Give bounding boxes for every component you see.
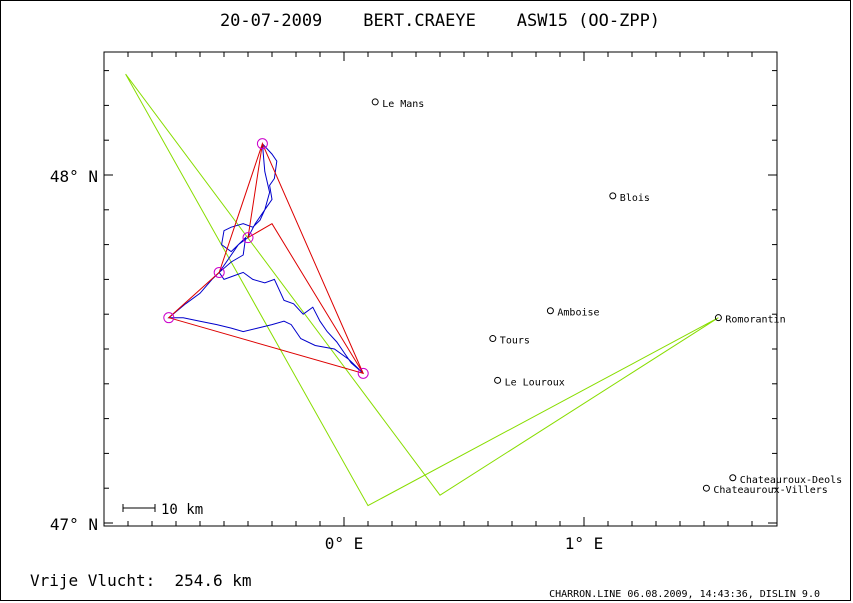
y-label-48: 48° N — [50, 167, 98, 186]
town-circle — [489, 335, 497, 343]
town-marker: Le Mans — [371, 98, 424, 110]
task-route-layer — [167, 141, 365, 375]
town-marker: Le Louroux — [494, 376, 565, 388]
town-circle — [494, 376, 502, 384]
town-layer: Le Mans Blois Amboise Tours Le Louroux Romora… — [371, 98, 842, 496]
y-label-47: 47° N — [50, 515, 98, 534]
town-circle — [714, 314, 722, 322]
flight-line-layer — [125, 73, 719, 507]
scale-bar-label: 10 km — [161, 502, 203, 518]
town-marker: Amboise — [546, 307, 600, 319]
turnpoint-marker — [357, 367, 369, 379]
turnpoint-marker — [256, 138, 268, 150]
plot-area — [103, 51, 778, 527]
town-label: Chateauroux-Villers — [713, 485, 827, 496]
map-title: 20-07-2009 BERT.CRAEYE ASW15 (OO-ZPP) — [220, 11, 660, 31]
free-flight-distance: Vrije Vlucht: 254.6 km — [30, 571, 252, 590]
turnpoint-marker — [242, 232, 254, 244]
town-circle — [729, 474, 737, 482]
town-label: Blois — [620, 193, 650, 204]
turnpoint-marker — [163, 312, 175, 324]
free-flight-line — [125, 73, 719, 507]
town-label: Amboise — [557, 308, 599, 319]
gps-track-layer — [167, 143, 364, 374]
town-marker: Chateauroux-Deols — [729, 474, 842, 486]
axis-ticks — [103, 52, 777, 526]
town-label: Tours — [500, 336, 530, 347]
town-circle — [371, 98, 379, 106]
x-label-0: 0° E — [325, 534, 364, 553]
town-label: Romorantin — [725, 315, 785, 326]
town-marker: Chateauroux-Villers — [702, 484, 828, 496]
town-marker: Tours — [489, 335, 530, 347]
town-label: Chateauroux-Deols — [740, 475, 842, 486]
turnpoint-marker — [213, 266, 225, 278]
scale-bar: 10 km — [122, 502, 203, 518]
town-marker: Blois — [609, 192, 650, 204]
town-circle — [702, 484, 710, 492]
town-circle — [609, 192, 617, 200]
task-route — [167, 141, 365, 375]
footer-info: CHARRON.LINE 06.08.2009, 14:43:36, DISLI… — [549, 589, 820, 600]
town-marker: Romorantin — [714, 314, 786, 326]
town-circle — [546, 307, 554, 315]
gps-track — [167, 143, 364, 374]
town-label: Le Mans — [382, 99, 424, 110]
town-label: Le Louroux — [505, 377, 565, 388]
turnpoint-layer — [163, 138, 369, 379]
x-label-1: 1° E — [565, 534, 604, 553]
